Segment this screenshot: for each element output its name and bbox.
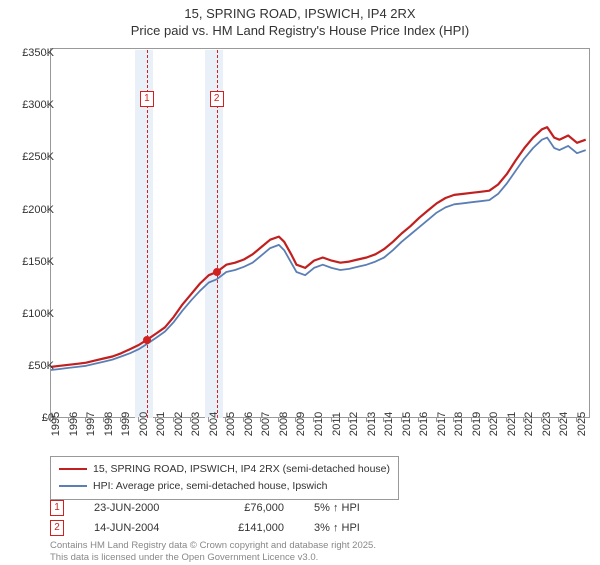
x-axis-label: 2003: [190, 412, 202, 436]
x-axis-label: 2002: [173, 412, 185, 436]
x-axis-label: 2006: [243, 412, 255, 436]
x-axis-label: 2011: [331, 412, 343, 436]
legend-swatch-2: [59, 485, 87, 487]
x-axis-label: 2000: [138, 412, 150, 436]
x-axis-label: 2018: [453, 412, 465, 436]
sale-date-1: 23-JUN-2000: [94, 502, 184, 514]
x-axis-label: 2016: [418, 412, 430, 436]
x-axis-label: 1997: [85, 412, 97, 436]
title-subtitle: Price paid vs. HM Land Registry's House …: [0, 23, 600, 40]
plot-area: 12: [50, 48, 590, 418]
chart-container: 15, SPRING ROAD, IPSWICH, IP4 2RX Price …: [0, 0, 600, 560]
x-axis-label: 1996: [68, 412, 80, 436]
line-series: [51, 49, 591, 419]
x-axis-label: 2022: [523, 412, 535, 436]
x-axis-label: 1998: [103, 412, 115, 436]
callout-box: 2: [210, 91, 224, 107]
x-axis-label: 1999: [120, 412, 132, 436]
x-axis-label: 2005: [225, 412, 237, 436]
x-axis-label: 2009: [295, 412, 307, 436]
sale-price-1: £76,000: [214, 502, 284, 514]
sale-dot: [143, 336, 151, 344]
x-axis-label: 2008: [278, 412, 290, 436]
x-axis-label: 2017: [436, 412, 448, 436]
x-axis-label: 2007: [260, 412, 272, 436]
x-axis-label: 2001: [155, 412, 167, 436]
chart-area: 12: [50, 48, 590, 418]
x-axis-label: 1995: [50, 412, 62, 436]
series-line: [51, 138, 586, 370]
legend-label-2: HPI: Average price, semi-detached house,…: [93, 478, 327, 495]
title-block: 15, SPRING ROAD, IPSWICH, IP4 2RX Price …: [0, 0, 600, 40]
legend: 15, SPRING ROAD, IPSWICH, IP4 2RX (semi-…: [50, 456, 399, 500]
x-axis-label: 2021: [506, 412, 518, 436]
sale-hpi-1: 5% ↑ HPI: [314, 502, 394, 514]
legend-swatch-1: [59, 468, 87, 470]
x-axis-label: 2012: [348, 412, 360, 436]
sale-row-2: 2 14-JUN-2004 £141,000 3% ↑ HPI: [50, 520, 394, 536]
x-axis-label: 2025: [576, 412, 588, 436]
x-axis-label: 2023: [541, 412, 553, 436]
x-axis-label: 2019: [471, 412, 483, 436]
sale-price-2: £141,000: [214, 522, 284, 534]
sale-num-1: 1: [50, 500, 64, 516]
sale-date-2: 14-JUN-2004: [94, 522, 184, 534]
title-address: 15, SPRING ROAD, IPSWICH, IP4 2RX: [0, 6, 600, 23]
sale-hpi-2: 3% ↑ HPI: [314, 522, 394, 534]
legend-item-series2: HPI: Average price, semi-detached house,…: [59, 478, 390, 495]
footer: Contains HM Land Registry data © Crown c…: [50, 540, 376, 565]
x-axis-label: 2024: [558, 412, 570, 436]
sale-num-2: 2: [50, 520, 64, 536]
callout-box: 1: [140, 91, 154, 107]
series-line: [51, 127, 586, 367]
sale-row-1: 1 23-JUN-2000 £76,000 5% ↑ HPI: [50, 500, 394, 516]
footer-line-2: This data is licensed under the Open Gov…: [50, 552, 376, 564]
footer-line-1: Contains HM Land Registry data © Crown c…: [50, 540, 376, 552]
x-axis-label: 2014: [383, 412, 395, 436]
x-axis-label: 2004: [208, 412, 220, 436]
legend-label-1: 15, SPRING ROAD, IPSWICH, IP4 2RX (semi-…: [93, 461, 390, 478]
y-axis-label: £50K: [28, 360, 54, 372]
sale-dot: [213, 268, 221, 276]
x-axis-label: 2020: [488, 412, 500, 436]
legend-item-series1: 15, SPRING ROAD, IPSWICH, IP4 2RX (semi-…: [59, 461, 390, 478]
x-axis-label: 2015: [401, 412, 413, 436]
x-axis-label: 2010: [313, 412, 325, 436]
x-axis-label: 2013: [366, 412, 378, 436]
